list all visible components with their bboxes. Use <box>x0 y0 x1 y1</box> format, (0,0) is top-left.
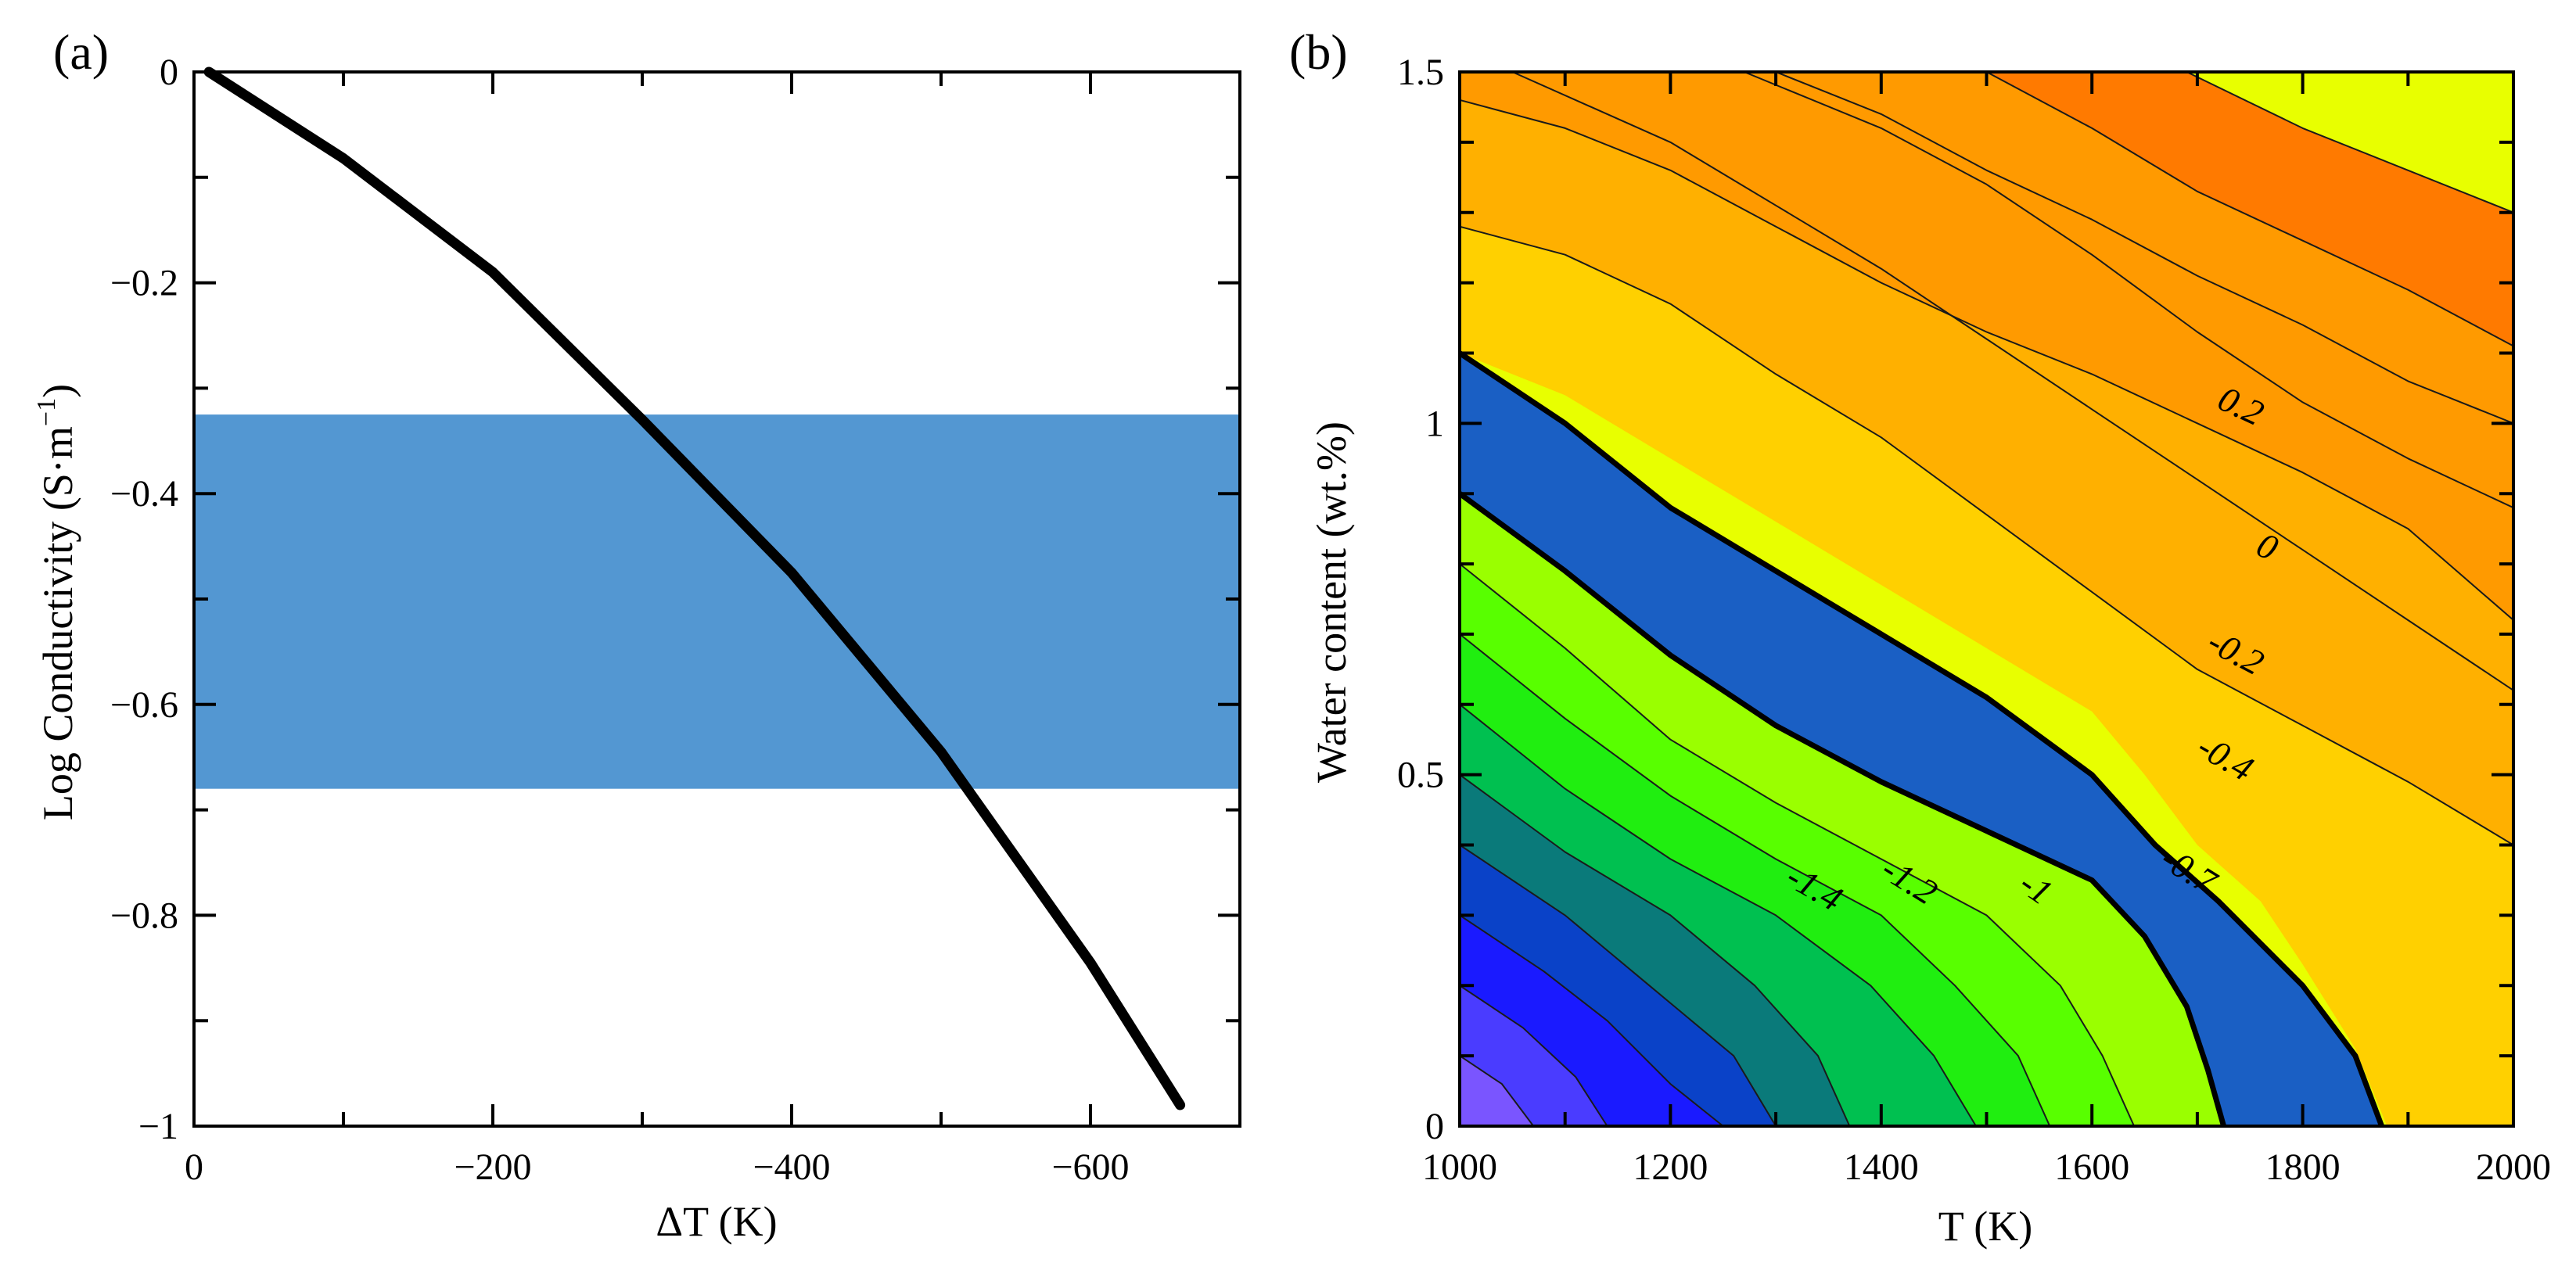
y-tick-label: 0 <box>160 52 178 93</box>
panel-a-x-axis-title: ΔT (K) <box>656 1198 777 1245</box>
contour-line <box>1460 99 2513 621</box>
x-tick-label: −200 <box>454 1146 531 1188</box>
panel-b-y-axis-title: Water content (wt.%) <box>1308 422 1355 783</box>
contour-band <box>1460 1056 1534 1126</box>
panel-a-x-tick-labels: 0 −200 −400 −600 <box>185 1146 1130 1188</box>
y-tick-label: 1 <box>1425 403 1444 444</box>
y-tick-label: −0.4 <box>110 473 178 515</box>
y-tick-label: 1.5 <box>1397 52 1444 93</box>
contour-line <box>1744 72 2513 509</box>
contour-line <box>1460 773 1851 1126</box>
conductivity-curve <box>203 66 1186 1110</box>
panel-a-plot-frame <box>192 70 1241 1128</box>
panel-a-y-axis-title: Log Conductivity (S·m−1) <box>32 384 81 820</box>
x-tick-label: 1000 <box>1422 1146 1497 1188</box>
contour-line <box>1460 844 1777 1126</box>
x-tick-label: 1600 <box>2054 1146 2129 1188</box>
contour-line <box>2186 72 2513 213</box>
contour-line <box>1460 225 2513 846</box>
y-tick-label: −0.2 <box>110 263 178 304</box>
x-tick-label: 1400 <box>1844 1146 1919 1188</box>
thin-contour-lines <box>1460 72 2513 1126</box>
x-tick-label: 2000 <box>2476 1146 2551 1188</box>
contour-line <box>1775 72 2513 425</box>
contour-line-bold <box>1460 350 2384 1126</box>
panel-a-y-tick-labels: 0 −0.2 −0.4 −0.6 −0.8 −1 <box>110 52 178 1147</box>
y-tick-label: 0.5 <box>1397 755 1444 796</box>
panel-a-label: (a) <box>53 24 109 80</box>
panel-b-label: (b) <box>1289 24 1348 80</box>
y-tick-label: −0.8 <box>110 895 178 936</box>
contour-line <box>1460 633 2051 1126</box>
x-tick-label: 0 <box>185 1146 203 1188</box>
contour-line <box>1460 914 1724 1126</box>
panel-a-ticks <box>192 70 1241 1128</box>
panel-a: 0 −200 −400 −600 0 −0.2 −0.4 −0.6 −0.8 −1 (a) ΔT… <box>32 24 1241 1245</box>
x-tick-label: −400 <box>753 1146 830 1188</box>
panel-b-x-tick-labels: 1000 1200 1400 1600 1800 2000 <box>1422 1146 2551 1188</box>
thick-contour-lines <box>1460 350 2384 1126</box>
contour-line <box>1511 72 2513 691</box>
y-tick-label: −0.6 <box>110 684 178 726</box>
contour-line <box>1460 985 1608 1126</box>
contour-line-bold <box>1460 491 2226 1126</box>
contour-fill-bands <box>1460 72 2513 1126</box>
panel-b-ticks <box>1458 70 2515 1128</box>
contour-line <box>1460 704 1977 1126</box>
x-tick-label: 1200 <box>1633 1146 1708 1188</box>
contour-line <box>1460 563 2136 1126</box>
shaded-band <box>194 414 1240 789</box>
x-tick-label: 1800 <box>2265 1146 2341 1188</box>
contour-line <box>1986 72 2513 347</box>
panel-b-x-axis-title: T (K) <box>1938 1203 2032 1250</box>
y-tick-label: 0 <box>1425 1106 1444 1147</box>
contour-line <box>1460 1055 1535 1126</box>
panel-b-y-tick-labels: 0 0.5 1 1.5 <box>1397 52 1444 1147</box>
panel-b: 0.20-0.2-0.4-0.7-1-1.2-1.4 1000 1200 1400 1… <box>1289 24 2551 1250</box>
panel-b-plot-frame <box>1458 70 2515 1128</box>
y-tick-label: −1 <box>138 1106 178 1147</box>
x-tick-label: −600 <box>1051 1146 1129 1188</box>
